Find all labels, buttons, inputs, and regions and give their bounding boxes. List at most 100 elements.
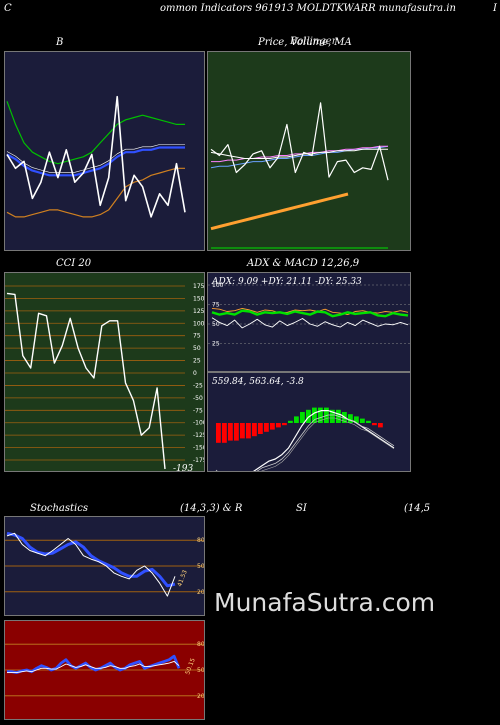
bollinger-panel <box>4 51 205 251</box>
macd-signal-band <box>261 417 395 471</box>
adx-tick-label: 25 <box>212 341 220 348</box>
adx-panel: 100 75 50 25 ADX: 9.09 +DY: 21.11 -DY: 25.33 <box>207 272 411 372</box>
macd-histogram-bar <box>318 407 323 423</box>
macd-histogram-bar <box>354 416 359 423</box>
cci-tick-label: -100 <box>193 420 204 427</box>
adx-plus-di <box>211 309 409 318</box>
macd-panel: 559.84, 563.64, -3.8 <box>207 372 411 472</box>
macd-histogram-bar <box>252 423 257 437</box>
stochastics-tick-label: 80 <box>197 537 204 544</box>
macd-histogram-bar <box>378 423 383 428</box>
cci-tick-label: 100 <box>193 320 204 327</box>
cci-line <box>6 292 166 470</box>
macd-histogram-bar <box>348 414 353 423</box>
macd-histogram-bar <box>264 423 269 432</box>
macd-histogram-bar <box>306 409 311 423</box>
adx-tick-label: 50 <box>212 321 220 328</box>
stochastics-tick-label: 20 <box>197 589 204 596</box>
cci-tick-label: -50 <box>193 395 203 402</box>
macd-histogram-bar <box>300 412 305 423</box>
macd-histogram-bar <box>366 420 371 423</box>
rsi-last-value: 50.15 <box>184 657 197 676</box>
bollinger-title: B <box>56 37 64 48</box>
macd-chart: 559.84, 563.64, -3.8 <box>212 377 395 471</box>
stochastics-k-line <box>6 532 176 597</box>
macd-histogram-bar <box>270 423 275 430</box>
macd-histogram-bar <box>330 409 335 423</box>
bollinger-middle-band <box>6 146 185 177</box>
rsi-tick-label: 50 <box>197 667 204 674</box>
macd-histogram-bar <box>240 423 245 439</box>
macd-values-label: 559.84, 563.64, -3.8 <box>212 377 304 387</box>
cci-tick-label: 50 <box>193 345 201 352</box>
price-ma-chart <box>210 102 389 249</box>
adx-chart: 100 75 50 25 ADX: 9.09 +DY: 21.11 -DY: 25.33 <box>208 277 410 348</box>
macd-histogram-bar <box>246 423 251 439</box>
macd-macd-line <box>253 409 395 471</box>
bollinger-chart <box>6 95 186 218</box>
cci-chart: 175 150 125 100 75 50 25 0 -25 -50 -75 -100 -125 -150… <box>5 283 204 471</box>
macd-histogram-bar <box>222 423 227 443</box>
price-ma-ma-2 <box>211 145 388 163</box>
cci-tick-label: -125 <box>193 432 204 439</box>
bollinger-upper-band <box>6 101 185 165</box>
cci-tick-label: 25 <box>193 358 201 365</box>
price-ma-panel <box>207 51 411 251</box>
macd-histogram-bar <box>288 420 293 423</box>
adx-macd-title: ADX & MACD 12,26,9 <box>247 258 360 269</box>
cci-tick-label: -75 <box>193 407 203 414</box>
rsi-params: (14,5 <box>404 503 431 514</box>
rsi-title: SI <box>296 503 307 514</box>
adx-values-label: ADX: 9.09 +DY: 21.11 -DY: 25.33 <box>211 277 362 287</box>
watermark: MunafaSutra.com <box>214 588 436 617</box>
macd-signal-line <box>215 414 395 471</box>
macd-histogram-bar <box>228 423 233 441</box>
price-ma-title-overprint: Bollinger <box>290 36 337 47</box>
macd-histogram-bar <box>312 407 317 423</box>
adx-tick-label: 75 <box>212 302 220 309</box>
macd-histogram-bar <box>216 423 221 443</box>
macd-histogram-bar <box>276 423 281 428</box>
stochastics-panel: 80 50 20 41.53 <box>4 516 205 616</box>
rsi-panel: 80 50 20 50.15 <box>4 620 205 720</box>
stochastics-title: Stochastics <box>30 503 88 514</box>
price-ma-ma-3 <box>210 145 389 169</box>
cci-tick-label: -175 <box>193 457 204 464</box>
cci-tick-label: -25 <box>193 382 203 389</box>
stochastics-d-line <box>6 531 176 588</box>
macd-histogram-bar <box>372 423 377 426</box>
rsi-chart: 80 50 20 50.15 <box>5 641 204 700</box>
stochastics-tick-label: 50 <box>197 563 204 570</box>
adx-adx <box>211 317 409 329</box>
cci-panel: 175 150 125 100 75 50 25 0 -25 -50 -75 -100 -125 -150… <box>4 272 205 472</box>
stochastics-chart: 80 50 20 41.53 <box>5 531 204 597</box>
price-ma-volume-trend <box>210 192 349 231</box>
macd-histogram-bar <box>234 423 239 441</box>
cci-last-value: -193 <box>173 464 193 471</box>
rsi-rsi-smooth-line <box>7 660 180 674</box>
cci-tick-label: 75 <box>193 333 201 340</box>
bollinger-middle-edge <box>6 144 185 173</box>
rsi-tick-label: 20 <box>197 693 204 700</box>
adx-tick-label: 100 <box>212 282 224 289</box>
price-ma-price <box>210 102 389 181</box>
price-ma-ma-1 <box>210 148 388 159</box>
stochastics-last-value: 41.53 <box>176 569 189 588</box>
macd-histogram-bar <box>258 423 263 434</box>
header-right-fragment: I <box>493 3 497 14</box>
adx-minus-di <box>211 307 409 316</box>
header-left-fragment: C <box>4 3 12 14</box>
macd-histogram-bar <box>282 423 287 426</box>
rsi-tick-label: 80 <box>197 641 204 648</box>
cci-tick-label: 175 <box>193 283 204 290</box>
bollinger-lower-band <box>6 167 185 218</box>
cci-tick-label: 125 <box>193 308 204 315</box>
price-ma-title: Price, Volume, MA <box>258 37 352 48</box>
stochastics-params: (14,3,3) & R <box>180 503 243 514</box>
cci-title: CCI 20 <box>56 258 92 269</box>
macd-histogram-bar <box>294 416 299 423</box>
page-header: ommon Indicators 961913 MOLDTKWARR munaf… <box>160 3 456 14</box>
cci-tick-label: 150 <box>193 295 204 302</box>
cci-tick-label: -150 <box>193 445 204 452</box>
cci-tick-label: 0 <box>193 370 197 377</box>
